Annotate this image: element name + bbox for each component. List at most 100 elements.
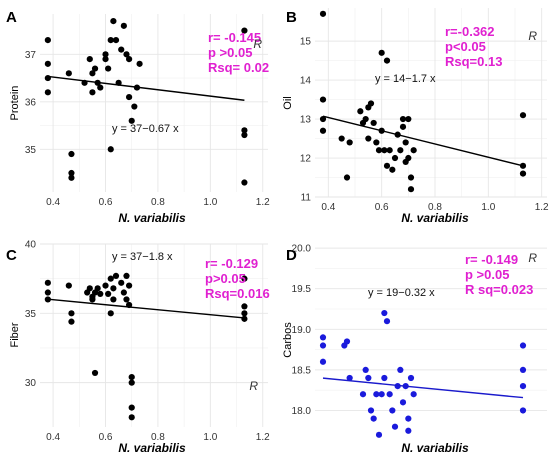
x-tick-label: 1.2	[256, 197, 270, 208]
y-axis-title: Fiber	[9, 322, 21, 347]
data-point	[399, 115, 407, 123]
data-point	[405, 415, 412, 422]
y-tick-label: 13	[300, 115, 312, 126]
y-tick-label: 18.5	[292, 365, 312, 376]
y-tick-label: 15	[300, 37, 312, 48]
data-point	[343, 174, 351, 181]
data-point	[107, 275, 114, 282]
data-point	[97, 290, 104, 298]
r-label: R	[249, 379, 258, 393]
data-point	[118, 46, 125, 53]
r-label: R	[528, 29, 537, 43]
data-point	[319, 127, 327, 134]
data-point	[381, 147, 388, 154]
data-point	[126, 282, 133, 289]
data-point	[91, 369, 99, 377]
data-point	[120, 289, 127, 296]
x-tick-label: 0.6	[99, 197, 113, 208]
x-tick-label: 0.8	[428, 202, 442, 213]
data-point	[86, 285, 93, 292]
data-point	[44, 74, 51, 82]
panel-letter: D	[286, 247, 297, 264]
data-point	[68, 310, 75, 317]
y-tick-label: 35	[25, 145, 37, 156]
x-axis-title: N. variabilis	[118, 441, 186, 455]
data-point	[128, 414, 135, 421]
data-point	[123, 272, 130, 279]
data-point	[107, 37, 114, 44]
y-tick-label: 20.0	[292, 244, 312, 255]
data-point	[102, 55, 109, 63]
r-label: R	[253, 37, 262, 51]
data-point	[389, 407, 396, 414]
y-axis-title: Carbos	[282, 322, 294, 358]
data-point	[44, 89, 51, 96]
stat-line: p >0.05	[208, 45, 252, 60]
stat-line: p<0.05	[445, 39, 486, 54]
data-point	[407, 374, 415, 382]
data-point	[343, 338, 351, 345]
data-point	[365, 135, 372, 142]
data-point	[373, 139, 380, 146]
regression-equation: y = 14−1.7 x	[375, 73, 436, 85]
data-point	[405, 154, 412, 162]
data-point	[89, 70, 96, 77]
data-point	[112, 272, 120, 279]
data-point	[86, 55, 93, 63]
data-point	[68, 318, 75, 325]
data-point	[519, 170, 527, 177]
data-point	[367, 100, 375, 107]
data-point	[367, 407, 375, 414]
data-point	[68, 169, 75, 177]
data-point	[319, 342, 327, 349]
data-point	[94, 285, 101, 292]
x-tick-label: 1.2	[256, 432, 270, 443]
data-point	[65, 282, 72, 289]
data-point	[389, 166, 396, 173]
data-point	[44, 60, 51, 67]
stat-line: R sq=0.023	[465, 282, 533, 297]
data-point	[241, 127, 248, 134]
data-point	[107, 146, 114, 153]
data-point	[241, 27, 248, 34]
data-point	[131, 103, 138, 110]
x-tick-label: 0.8	[151, 197, 165, 208]
data-point	[112, 37, 120, 44]
x-tick-label: 0.6	[99, 432, 113, 443]
x-tick-label: 1.0	[481, 202, 495, 213]
data-point	[123, 51, 130, 58]
data-point	[373, 391, 380, 398]
y-axis-title: Protein	[9, 86, 21, 121]
y-tick-label: 19.5	[292, 284, 312, 295]
data-point	[383, 57, 391, 64]
data-point	[241, 315, 248, 322]
data-point	[241, 179, 248, 186]
regression-line	[322, 377, 524, 399]
data-point	[381, 309, 388, 317]
data-point	[370, 119, 377, 127]
x-tick-label: 0.4	[46, 432, 60, 443]
data-point	[410, 391, 417, 398]
y-tick-label: 30	[25, 378, 37, 389]
data-point	[89, 296, 96, 303]
data-point	[89, 89, 96, 96]
data-point	[241, 275, 248, 282]
data-point	[405, 115, 412, 123]
data-point	[519, 342, 527, 349]
data-point	[123, 296, 130, 303]
x-tick-label: 1.0	[203, 432, 217, 443]
stat-line: r=-0.362	[445, 24, 495, 39]
data-point	[241, 131, 248, 139]
data-point	[346, 374, 353, 382]
data-point	[378, 49, 385, 56]
data-point	[359, 391, 367, 398]
plot-area	[40, 14, 268, 192]
stat-line: Rsq=0.016	[205, 286, 270, 301]
x-tick-label: 0.4	[321, 202, 335, 213]
stat-line: r= -0.149	[465, 252, 518, 267]
data-point	[397, 147, 404, 154]
data-point	[386, 147, 393, 154]
data-point	[110, 285, 117, 292]
data-point	[105, 290, 112, 298]
regression-line	[47, 75, 245, 101]
